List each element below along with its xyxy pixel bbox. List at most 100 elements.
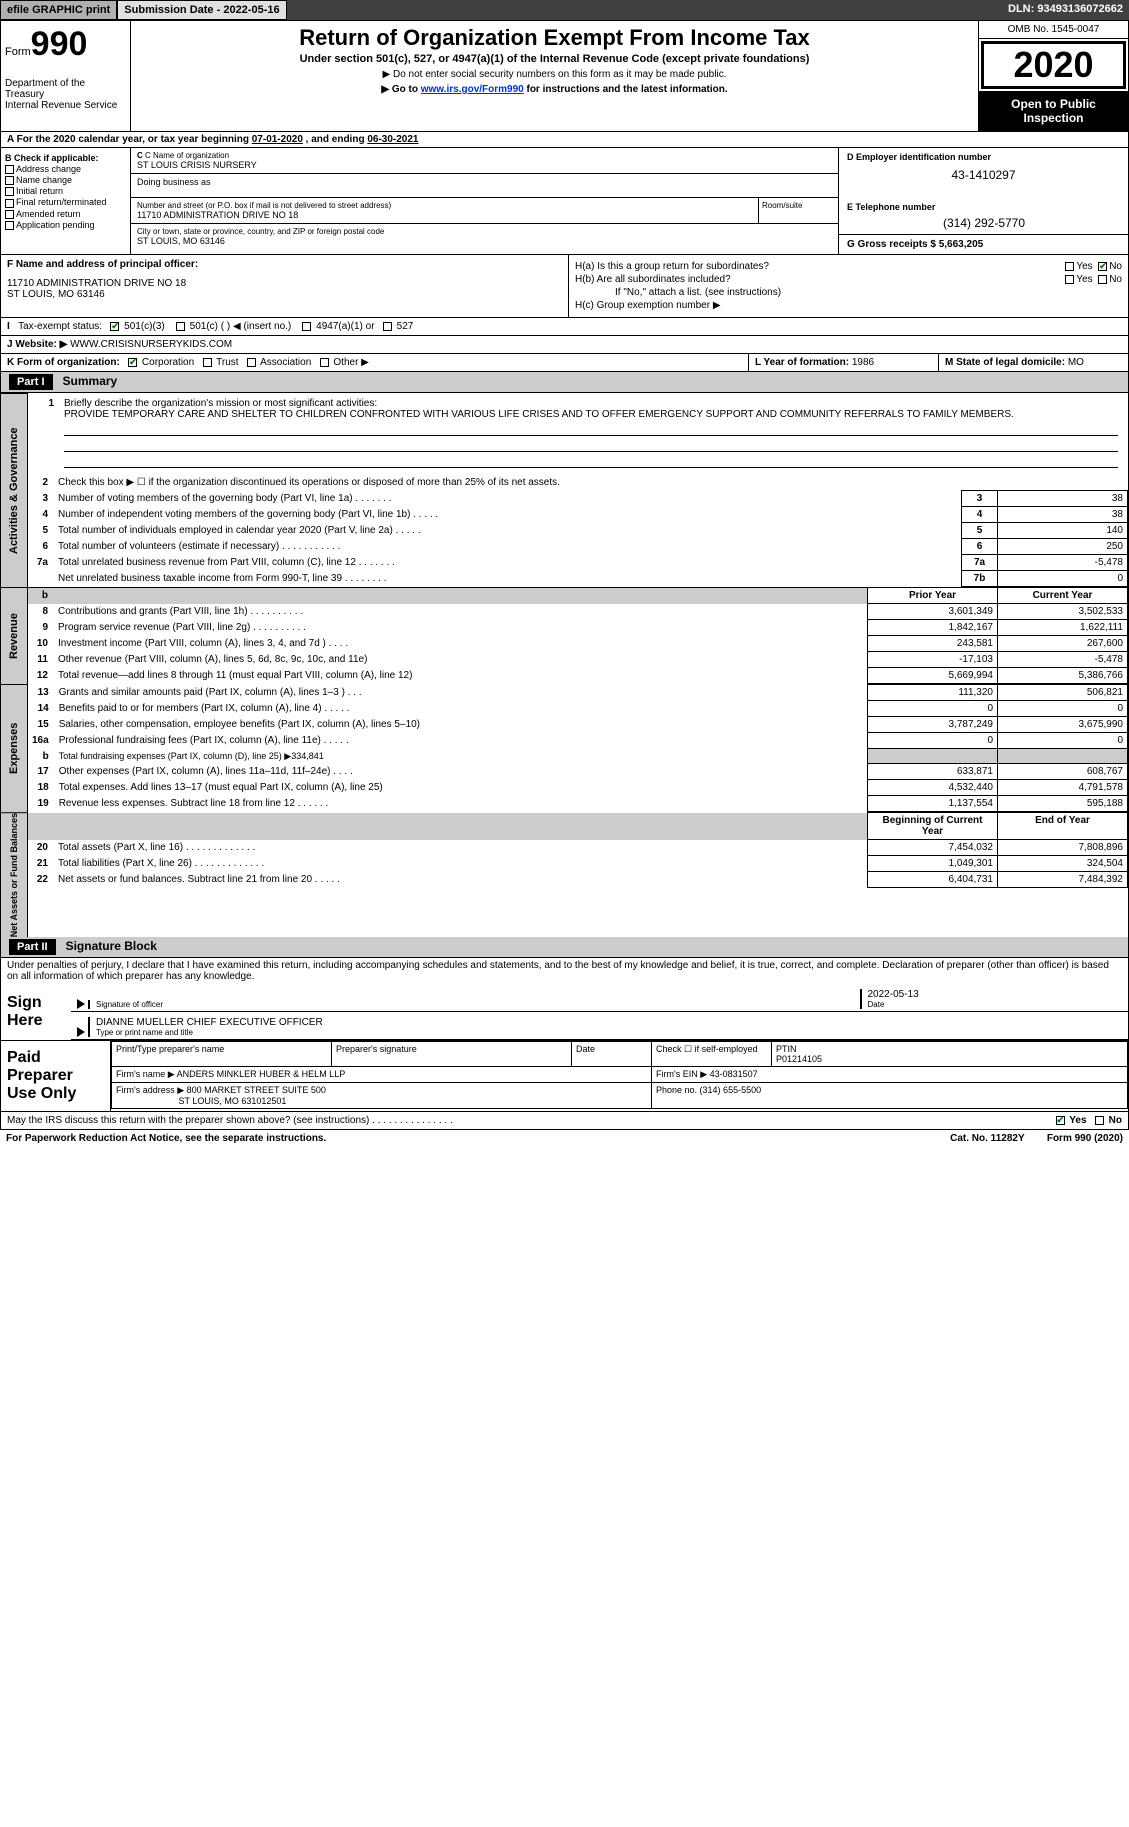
chk-amended-return[interactable]: Amended return — [5, 209, 126, 219]
instruction-1: ▶ Do not enter social security numbers o… — [139, 69, 970, 80]
chk-other[interactable]: Other ▶ — [320, 357, 369, 368]
discuss-question: May the IRS discuss this return with the… — [7, 1115, 369, 1126]
paid-preparer-section: Paid Preparer Use Only Print/Type prepar… — [0, 1041, 1129, 1112]
val-7a: -5,478 — [998, 555, 1128, 571]
firm-name-value: ANDERS MINKLER HUBER & HELM LLP — [177, 1069, 346, 1079]
paid-preparer-label: Paid Preparer Use Only — [1, 1041, 111, 1111]
dln-value: 93493136072662 — [1037, 3, 1123, 15]
hb-note: If "No," attach a list. (see instruction… — [575, 287, 1122, 298]
chk-corporation[interactable]: Corporation — [128, 357, 194, 368]
instructions-link[interactable]: www.irs.gov/Form990 — [421, 84, 524, 95]
mission-uline3 — [64, 454, 1118, 468]
line-1-block: 1 Briefly describe the organization's mi… — [28, 393, 1128, 475]
ha-yes[interactable]: Yes — [1065, 261, 1092, 272]
chk-527[interactable]: 527 — [383, 321, 413, 332]
chk-address-change[interactable]: Address change — [5, 164, 126, 174]
side-label-revenue: Revenue — [0, 587, 28, 684]
mission-uline2 — [64, 438, 1118, 452]
preparer-table: Print/Type preparer's name Preparer's si… — [111, 1041, 1128, 1109]
chk-application-pending[interactable]: Application pending — [5, 220, 126, 230]
side-label-net-assets: Net Assets or Fund Balances — [0, 812, 28, 937]
instruction-2: ▶ Go to www.irs.gov/Form990 for instruct… — [139, 84, 970, 95]
ptin-value: P01214105 — [776, 1054, 822, 1064]
dept-irs: Internal Revenue Service — [5, 100, 126, 111]
city-value: ST LOUIS, MO 63146 — [137, 236, 832, 246]
preparer-sig-label: Preparer's signature — [332, 1042, 572, 1067]
instr2-post: for instructions and the latest informat… — [524, 84, 728, 95]
hb-no[interactable]: No — [1098, 274, 1122, 285]
line-a: A For the 2020 calendar year, or tax yea… — [0, 132, 1129, 148]
part-i-header: Part I Summary — [0, 372, 1129, 393]
f-label: F Name and address of principal officer: — [7, 259, 198, 270]
chk-name-change[interactable]: Name change — [5, 175, 126, 185]
name-row: C C Name of organization ST LOUIS CRISIS… — [131, 148, 1128, 198]
submission-date-label: Submission Date - — [124, 4, 223, 16]
hb-yes[interactable]: Yes — [1065, 274, 1092, 285]
chk-501c3[interactable]: 501(c)(3) — [110, 321, 164, 332]
chk-initial-return[interactable]: Initial return — [5, 186, 126, 196]
submission-date-value: 2022-05-16 — [223, 4, 279, 16]
line-1-label: Briefly describe the organization's miss… — [64, 398, 377, 409]
website-value: WWW.CRISISNURSERYKIDS.COM — [70, 339, 232, 350]
address-row: Number and street (or P.O. box if mail i… — [131, 198, 1128, 254]
form-number: 990 — [31, 25, 88, 63]
activities-governance-section: Activities & Governance 1 Briefly descri… — [0, 393, 1129, 587]
line-l: L Year of formation: 1986 — [748, 354, 938, 371]
footer-right: Form 990 (2020) — [1047, 1133, 1123, 1144]
ha-question: H(a) Is this a group return for subordin… — [575, 261, 1065, 272]
chk-4947[interactable]: 4947(a)(1) or — [302, 321, 374, 332]
ein-cell: D Employer identification number 43-1410… — [838, 148, 1128, 198]
open-line1: Open to Public — [983, 97, 1124, 111]
ein-label: D Employer identification number — [847, 152, 1120, 162]
phone-value: (314) 292-5770 — [847, 216, 1121, 230]
val-7b: 0 — [998, 571, 1128, 587]
ha-line: H(a) Is this a group return for subordin… — [575, 261, 1122, 272]
city-label: City or town, state or province, country… — [137, 227, 832, 236]
klm-row: K Form of organization: Corporation Trus… — [0, 354, 1129, 372]
line-2-text: Check this box ▶ ☐ if the organization d… — [54, 475, 1128, 491]
efile-print-button[interactable]: efile GRAPHIC print — [0, 0, 117, 20]
chk-trust[interactable]: Trust — [203, 357, 239, 368]
side-label-activities: Activities & Governance — [0, 393, 28, 587]
discuss-yes[interactable]: Yes — [1056, 1115, 1087, 1126]
fh-row: F Name and address of principal officer:… — [0, 255, 1129, 318]
firm-name-cell: Firm's name ▶ ANDERS MINKLER HUBER & HEL… — [112, 1067, 652, 1083]
omb-number: OMB No. 1545-0047 — [979, 21, 1128, 39]
topbar-spacer — [287, 0, 1002, 20]
chk-association[interactable]: Association — [247, 357, 311, 368]
firm-ein-value: 43-0831507 — [710, 1069, 758, 1079]
val-3: 38 — [998, 491, 1128, 507]
submission-date-cell: Submission Date - 2022-05-16 — [117, 0, 286, 20]
firm-addr-cell: Firm's address ▶ 800 MARKET STREET SUITE… — [112, 1083, 652, 1109]
signature-section: Under penalties of perjury, I declare th… — [0, 958, 1129, 1041]
dln-cell: DLN: 93493136072662 — [1002, 0, 1129, 20]
discuss-no[interactable]: No — [1095, 1115, 1122, 1126]
perjury-declaration: Under penalties of perjury, I declare th… — [1, 958, 1128, 984]
tax-year: 2020 — [981, 41, 1126, 89]
chk-501c[interactable]: 501(c) ( ) ◀ (insert no.) — [176, 321, 291, 332]
phone-label: E Telephone number — [847, 202, 1121, 212]
room-cell: Room/suite — [758, 198, 838, 224]
dba-label: Doing business as — [137, 177, 211, 187]
signature-date: 2022-05-13 — [868, 989, 1123, 1000]
firm-ein-cell: Firm's EIN ▶ 43-0831507 — [652, 1067, 1128, 1083]
self-employed-check[interactable]: Check ☐ if self-employed — [652, 1042, 772, 1067]
dba-cell: Doing business as — [131, 174, 838, 198]
date-sublabel: Date — [868, 1000, 1123, 1009]
gross-receipts-value: 5,663,205 — [939, 239, 984, 250]
val-5: 140 — [998, 523, 1128, 539]
officer-name-row: DIANNE MUELLER CHIEF EXECUTIVE OFFICER T… — [71, 1012, 1128, 1040]
org-name-label: C C Name of organization — [137, 151, 832, 160]
i-label: Tax-exempt status: — [18, 321, 102, 332]
preparer-date-label: Date — [572, 1042, 652, 1067]
header-left: Form990 Department of the Treasury Inter… — [1, 21, 131, 131]
ha-no[interactable]: No — [1098, 261, 1122, 272]
principal-officer-cell: F Name and address of principal officer:… — [1, 255, 568, 317]
org-name-cell: C C Name of organization ST LOUIS CRISIS… — [131, 148, 838, 174]
chk-final-return[interactable]: Final return/terminated — [5, 197, 126, 207]
part-i-badge: Part I — [9, 374, 53, 390]
mission-uline1 — [64, 422, 1118, 436]
revenue-section: Revenue bPrior YearCurrent Year 8Contrib… — [0, 587, 1129, 684]
col-b-header: B Check if applicable: — [5, 153, 126, 163]
city-cell: City or town, state or province, country… — [131, 224, 838, 249]
